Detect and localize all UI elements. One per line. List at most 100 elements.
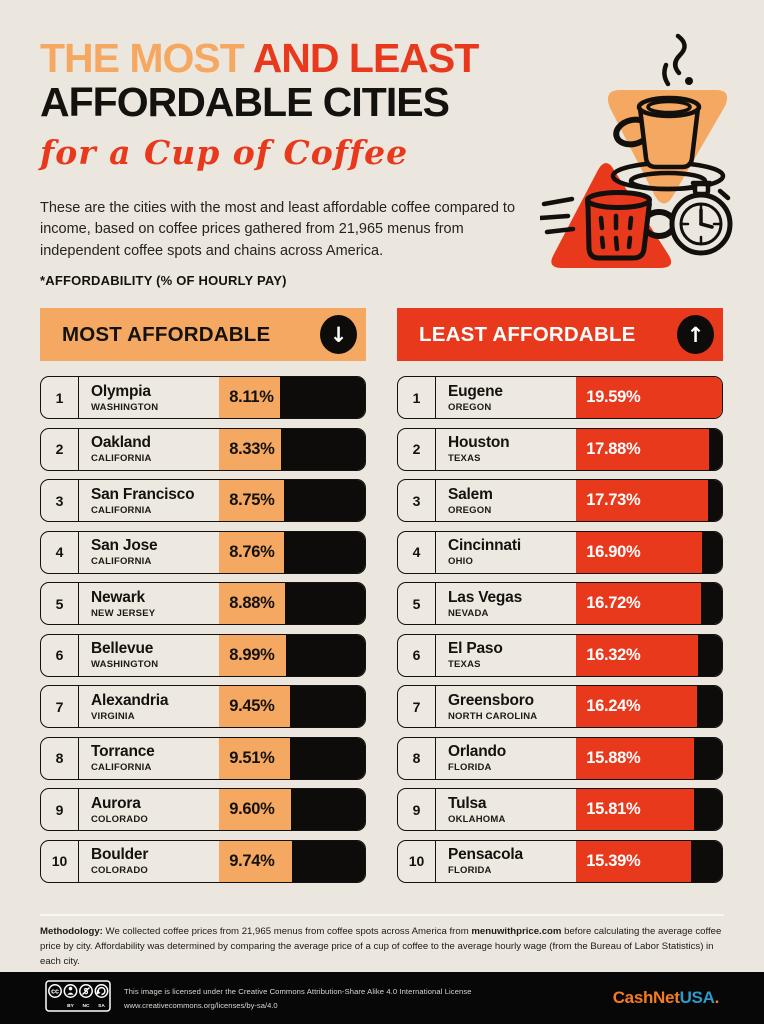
affordability-bar: 17.73%	[576, 480, 722, 521]
city-row: 7 Greensboro NORTH CAROLINA 16.24%	[397, 685, 723, 728]
affordability-bar-fill: 8.33%	[219, 428, 282, 470]
steam-dot	[685, 77, 693, 85]
methodology-text: Methodology: We collected coffee prices …	[40, 925, 728, 970]
affordability-value: 17.73%	[586, 491, 641, 509]
cc-nc-icon: $	[79, 983, 93, 998]
title-line-2: AFFORDABLE CITIES	[40, 79, 450, 126]
city-cell: Oakland CALIFORNIA	[79, 429, 219, 470]
state-name: TEXAS	[448, 659, 481, 670]
city-row: 1 Eugene OREGON 19.59%	[397, 376, 723, 419]
affordability-bar-fill: 16.24%	[576, 686, 698, 727]
affordability-bar: 15.81%	[576, 789, 722, 830]
cc-by-icon	[63, 983, 78, 998]
rank-number: 5	[41, 583, 79, 624]
city-row: 8 Orlando FLORIDA 15.88%	[397, 736, 723, 780]
affordability-bar: 9.60%	[219, 789, 365, 830]
rank-number: 2	[398, 428, 436, 470]
city-row: 6 El Paso TEXAS 16.32%	[397, 633, 723, 677]
rank-number: 6	[398, 634, 436, 676]
affordability-value: 16.72%	[586, 594, 641, 612]
city-cell: Alexandria VIRGINIA	[79, 686, 219, 727]
city-row: 1 Olympia WASHINGTON 8.11%	[40, 376, 366, 419]
affordability-bar: 16.32%	[576, 634, 722, 676]
city-row: 3 San Francisco CALIFORNIA 8.75%	[40, 479, 366, 522]
most-affordable-header: MOST AFFORDABLE ↓	[40, 308, 366, 361]
affordability-bar: 9.74%	[219, 840, 365, 882]
affordability-bar: 8.76%	[219, 531, 365, 573]
rank-number: 10	[41, 840, 79, 882]
state-name: WASHINGTON	[91, 401, 159, 413]
state-name: NEVADA	[448, 607, 489, 619]
city-name: San Jose	[91, 537, 158, 554]
rank-number: 3	[41, 480, 79, 521]
cc-by-label: BY	[67, 1003, 74, 1009]
affordability-value: 15.39%	[586, 851, 641, 870]
rank-number: 10	[398, 840, 436, 882]
city-name: Las Vegas	[448, 588, 523, 606]
affordability-bar-fill: 9.45%	[219, 686, 290, 727]
most-affordable-title: MOST AFFORDABLE	[62, 322, 271, 346]
menuwithprice-link[interactable]: menuwithprice.com	[471, 926, 562, 937]
affordability-bar-fill: 17.88%	[576, 428, 710, 470]
affordability-value: 16.24%	[586, 697, 641, 715]
city-row: 4 San Jose CALIFORNIA 8.76%	[40, 530, 366, 574]
license-line-1: This image is licensed under the Creativ…	[124, 986, 472, 996]
brand-usa: USA	[679, 988, 715, 1007]
affordability-bar-fill: 16.90%	[576, 531, 702, 573]
city-row: 8 Torrance CALIFORNIA 9.51%	[40, 736, 366, 780]
affordability-value: 17.88%	[586, 439, 641, 458]
least-affordable-list: 1 Eugene OREGON 19.59% 2 Houston TEXAS 1…	[397, 376, 723, 883]
state-name: WASHINGTON	[91, 659, 159, 670]
affordability-bar-fill: 19.59%	[576, 377, 722, 418]
city-name: Torrance	[91, 743, 155, 760]
affordability-value: 8.76%	[229, 542, 275, 561]
city-cell: Olympia WASHINGTON	[79, 377, 219, 418]
affordability-value: 8.99%	[229, 645, 275, 664]
affordability-bar-fill: 17.73%	[576, 480, 709, 521]
city-row: 5 Las Vegas NEVADA 16.72%	[397, 582, 723, 625]
license-link[interactable]: www.creativecommons.org/licenses/by-sa/4…	[124, 1000, 278, 1010]
city-name: Salem	[448, 485, 493, 503]
affordability-bar: 15.39%	[576, 840, 722, 882]
title-most: THE MOST	[40, 35, 253, 81]
affordability-bar: 17.88%	[576, 428, 722, 470]
affordability-value: 9.74%	[229, 851, 275, 870]
ranking-columns: MOST AFFORDABLE ↓ 1 Olympia WASHINGTON 8…	[40, 308, 723, 883]
city-name: Orlando	[448, 743, 507, 760]
affordability-bar: 9.51%	[219, 737, 365, 779]
least-affordable-header: LEAST AFFORDABLE ↑	[397, 308, 723, 361]
city-row: 4 Cincinnati OHIO 16.90%	[397, 530, 723, 574]
city-name: Olympia	[91, 382, 151, 400]
affordability-value: 8.88%	[229, 594, 275, 612]
city-cell: El Paso TEXAS	[436, 635, 576, 676]
city-name: Cincinnati	[448, 537, 521, 554]
affordability-bar-fill: 9.74%	[219, 840, 292, 882]
city-cell: Cincinnati OHIO	[436, 532, 576, 573]
city-cell: San Francisco CALIFORNIA	[79, 480, 219, 521]
city-row: 9 Aurora COLORADO 9.60%	[40, 788, 366, 831]
affordability-value: 8.11%	[229, 388, 274, 406]
rank-number: 9	[41, 789, 79, 830]
rank-number: 5	[398, 583, 436, 624]
state-name: OREGON	[448, 401, 492, 413]
city-name: San Francisco	[91, 485, 195, 503]
state-name: CALIFORNIA	[91, 556, 152, 567]
mug-ribs	[598, 213, 634, 252]
affordability-note: *AFFORDABILITY (% OF HOURLY PAY)	[40, 273, 287, 288]
affordability-bar-fill: 15.39%	[576, 840, 691, 882]
city-row: 3 Salem OREGON 17.73%	[397, 479, 723, 522]
affordability-bar-fill: 8.99%	[219, 634, 287, 676]
city-name: Aurora	[91, 794, 141, 812]
affordability-bar-fill: 16.32%	[576, 634, 698, 676]
city-row: 2 Oakland CALIFORNIA 8.33%	[40, 427, 366, 471]
affordability-value: 9.60%	[229, 800, 275, 818]
city-name: El Paso	[448, 640, 503, 657]
rank-number: 8	[41, 737, 79, 779]
cc-sa-icon	[94, 983, 109, 998]
affordability-value: 15.81%	[586, 800, 641, 818]
affordability-value: 8.75%	[229, 491, 275, 509]
city-name: Pensacola	[448, 846, 523, 863]
affordability-bar: 16.72%	[576, 583, 722, 624]
rank-number: 9	[398, 789, 436, 830]
city-row: 7 Alexandria VIRGINIA 9.45%	[40, 685, 366, 728]
